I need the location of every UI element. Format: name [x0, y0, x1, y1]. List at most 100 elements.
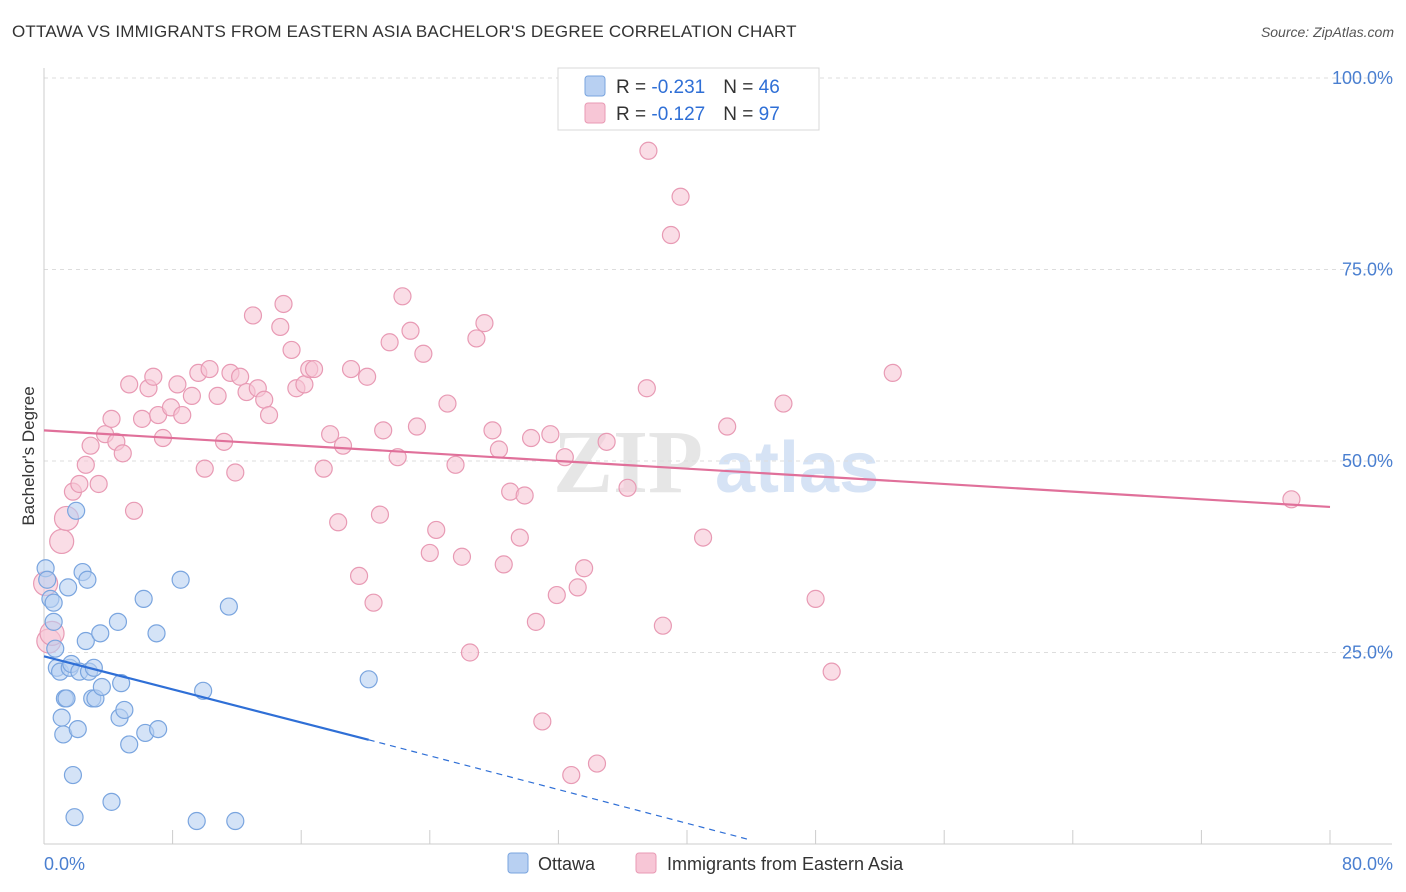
pink-point-22 — [168, 375, 187, 394]
pink-point-60 — [414, 344, 433, 363]
pink-point-14 — [120, 375, 139, 394]
pink-point-50 — [349, 566, 369, 586]
pink-point-24 — [182, 386, 201, 405]
blue-point-43 — [359, 670, 378, 689]
blue-point-4 — [44, 593, 63, 612]
pink-point-79 — [547, 585, 566, 605]
pink-point-23 — [173, 405, 192, 425]
pink-point-11 — [102, 409, 121, 428]
blue-point-44 — [67, 501, 86, 520]
pink-point-65 — [452, 547, 472, 566]
blue-point-3 — [44, 612, 63, 631]
pink-point-96 — [822, 662, 841, 681]
pink-point-88 — [639, 141, 658, 160]
y-axis-title: Bachelor's Degree — [19, 386, 38, 525]
blue-point-33 — [120, 735, 139, 754]
grid-lines — [43, 77, 1392, 844]
pink-point-71 — [494, 555, 513, 574]
pink-point-95 — [806, 589, 825, 608]
ottawa-trend-extension — [368, 739, 752, 841]
pink-point-40 — [282, 340, 301, 360]
pink-point-6 — [70, 474, 89, 494]
pink-point-80 — [555, 448, 574, 467]
pink-point-57 — [393, 287, 412, 306]
blue-point-1 — [38, 570, 57, 589]
blue-point-15 — [63, 765, 83, 785]
pink-point-55 — [380, 333, 399, 352]
pink-point-7 — [76, 455, 95, 474]
y-tick-label-2: 75.0% — [1342, 260, 1393, 280]
pink-point-42 — [295, 375, 314, 394]
pink-point-46 — [321, 425, 340, 444]
bottom-legend-swatch-immigrants[interactable] — [635, 852, 657, 874]
pink-point-75 — [521, 428, 541, 448]
pink-point-31 — [226, 463, 245, 482]
pink-point-44 — [304, 359, 324, 379]
blue-point-27 — [92, 677, 111, 697]
pink-point-48 — [333, 436, 353, 455]
pink-point-86 — [618, 478, 637, 497]
pink-point-18 — [144, 367, 163, 386]
legend-r-value-immigrants: -0.127 — [651, 104, 705, 125]
blue-point-8 — [52, 708, 71, 727]
legend-r-label-ottawa: R = — [616, 77, 651, 98]
blue-point-16 — [65, 808, 84, 827]
blue-point-5 — [46, 639, 65, 658]
blue-point-32 — [115, 700, 134, 720]
pink-point-97 — [883, 363, 902, 383]
blue-point-28 — [102, 792, 121, 811]
tick-labels: 25.0% 50.0% 75.0% 100.0% 0.0% 80.0% — [44, 68, 1393, 874]
pink-point-64 — [446, 455, 465, 474]
pink-point-39 — [274, 294, 293, 314]
blue-point-39 — [187, 811, 206, 831]
y-tick-label-3: 100.0% — [1332, 68, 1393, 88]
pink-point-66 — [460, 643, 480, 662]
bottom-legend-label-ottawa[interactable]: Ottawa — [538, 854, 596, 874]
pink-point-3 — [49, 528, 75, 555]
pink-point-70 — [489, 440, 509, 459]
pink-point-92 — [693, 528, 713, 547]
legend-n-label-immigrants: N = — [723, 104, 758, 125]
legend-box: R = -0.231 N = 46 R = -0.127 N = 97 — [557, 67, 820, 131]
bottom-legend-swatch-ottawa[interactable] — [507, 852, 529, 874]
pink-point-84 — [587, 754, 607, 773]
ottawa-points — [36, 501, 378, 831]
pink-point-68 — [475, 314, 494, 333]
blue-point-21 — [78, 570, 97, 589]
blue-point-12 — [59, 578, 78, 597]
legend-row-ottawa: R = -0.231 N = 46 — [616, 77, 780, 98]
pink-point-58 — [401, 321, 420, 340]
pink-point-45 — [314, 459, 333, 478]
pink-point-56 — [388, 448, 407, 467]
pink-point-77 — [533, 712, 552, 731]
legend-n-value-ottawa: 46 — [759, 77, 780, 98]
pink-point-8 — [81, 436, 100, 455]
blue-point-29 — [108, 612, 128, 631]
source-label: Source: ZipAtlas.com — [1260, 24, 1394, 40]
pink-point-91 — [671, 187, 690, 206]
pink-point-82 — [568, 578, 587, 597]
pink-point-16 — [132, 409, 152, 428]
bottom-legend-label-immigrants[interactable]: Immigrants from Eastern Asia — [667, 854, 904, 874]
trend-lines — [43, 429, 1331, 841]
y-tick-label-0: 25.0% — [1342, 643, 1393, 663]
legend-r-label-immigrants: R = — [616, 104, 651, 125]
bottom-legend: Ottawa Immigrants from Eastern Asia — [507, 852, 904, 874]
pink-point-62 — [427, 520, 446, 540]
pink-point-34 — [243, 306, 263, 325]
blue-point-34 — [134, 589, 153, 608]
legend-row-immigrants: R = -0.127 N = 97 — [616, 104, 780, 125]
ottawa-trend-line — [43, 655, 369, 741]
blue-point-11 — [57, 689, 76, 708]
pink-point-52 — [364, 593, 383, 612]
pink-point-47 — [329, 513, 348, 532]
pink-point-89 — [653, 616, 672, 635]
blue-point-31 — [112, 674, 131, 693]
axes — [43, 68, 1392, 845]
y-tick-label-1: 50.0% — [1342, 451, 1393, 471]
legend-n-value-immigrants: 97 — [759, 104, 780, 125]
pink-point-37 — [259, 405, 279, 425]
pink-point-54 — [374, 421, 393, 440]
pink-point-67 — [467, 329, 486, 348]
